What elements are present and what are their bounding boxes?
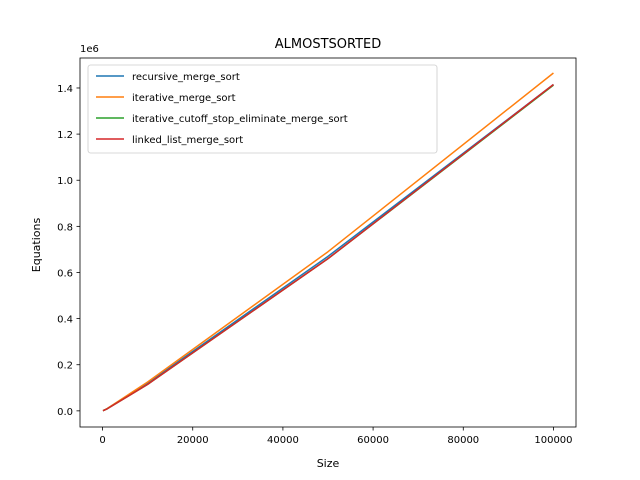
y-offset-label: 1e6 (80, 44, 99, 55)
y-tick-label: 0.8 (57, 222, 73, 233)
legend-box (87, 64, 438, 154)
y-tick-label: 0.4 (57, 315, 73, 326)
x-tick-label: 40000 (267, 435, 299, 446)
y-tick-label: 0.2 (57, 361, 73, 372)
y-axis-label: Equations (30, 218, 43, 273)
y-tick-label: 0.6 (57, 268, 73, 279)
x-axis-label: Size (317, 457, 340, 470)
y-tick-label: 1.0 (57, 176, 73, 187)
legend-label-recursive_merge_sort: recursive_merge_sort (132, 72, 240, 83)
chart-title: ALMOSTSORTED (275, 37, 382, 52)
y-tick-label: 1.2 (57, 130, 73, 141)
legend-label-iterative_merge_sort: iterative_merge_sort (132, 93, 236, 104)
legend-label-linked_list_merge_sort: linked_list_merge_sort (132, 135, 243, 146)
series-line-linked_list_merge_sort (102, 83, 554, 412)
legend-label-iterative_cutoff_stop_eliminate_merge_sort: iterative_cutoff_stop_eliminate_merge_so… (132, 114, 348, 125)
y-tick-label: 1.4 (57, 84, 73, 95)
x-tick-label: 20000 (177, 435, 209, 446)
x-tick-label: 60000 (357, 435, 389, 446)
plot-frame (79, 57, 577, 428)
x-tick-label: 100000 (534, 435, 572, 446)
y-tick-label: 0.0 (57, 407, 73, 418)
x-tick-label: 80000 (447, 435, 479, 446)
x-tick-label: 0 (99, 435, 105, 446)
